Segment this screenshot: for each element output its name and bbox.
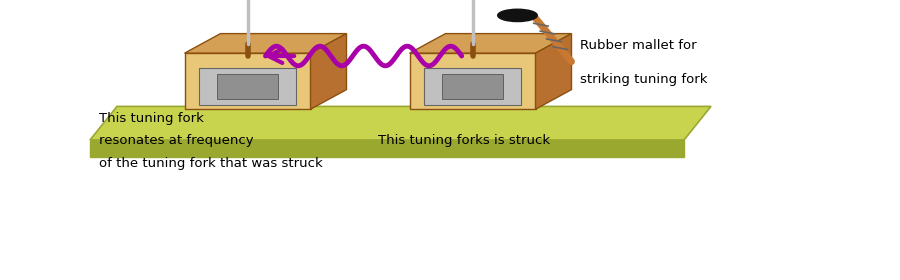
Polygon shape xyxy=(184,34,346,53)
Polygon shape xyxy=(442,74,503,99)
Polygon shape xyxy=(410,53,536,109)
Polygon shape xyxy=(424,68,521,105)
Polygon shape xyxy=(184,53,310,109)
Polygon shape xyxy=(199,68,296,105)
Text: of the tuning fork that was struck: of the tuning fork that was struck xyxy=(99,157,323,170)
Circle shape xyxy=(498,9,537,22)
Text: This tuning fork: This tuning fork xyxy=(99,112,204,125)
Polygon shape xyxy=(310,34,346,109)
Text: Rubber mallet for: Rubber mallet for xyxy=(580,39,698,52)
Polygon shape xyxy=(217,74,278,99)
Polygon shape xyxy=(90,106,711,140)
Text: resonates at frequency: resonates at frequency xyxy=(99,134,254,147)
Text: This tuning forks is struck: This tuning forks is struck xyxy=(378,134,550,147)
Polygon shape xyxy=(536,34,572,109)
Polygon shape xyxy=(90,140,684,157)
Text: striking tuning fork: striking tuning fork xyxy=(580,73,708,86)
Polygon shape xyxy=(410,34,572,53)
